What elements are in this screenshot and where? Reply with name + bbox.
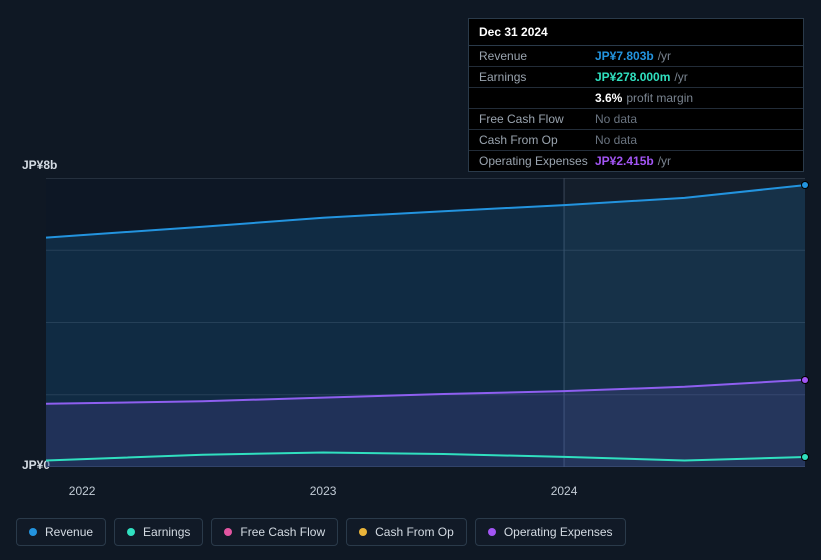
tooltip-row: Cash From OpNo data: [469, 129, 803, 150]
legend-item-earnings[interactable]: Earnings: [114, 518, 203, 546]
legend-item-label: Earnings: [143, 525, 190, 539]
legend-dot-icon: [359, 528, 367, 536]
legend-dot-icon: [488, 528, 496, 536]
x-axis-tick-label: 2023: [310, 484, 337, 498]
tooltip-row-suffix: /yr: [658, 49, 671, 63]
tooltip-row-nodata: No data: [595, 112, 637, 126]
x-axis-tick-label: 2024: [551, 484, 578, 498]
tooltip-card: Dec 31 2024 RevenueJP¥7.803b/yrEarningsJ…: [468, 18, 804, 172]
tooltip-row: RevenueJP¥7.803b/yr: [469, 46, 803, 66]
tooltip-row: Free Cash FlowNo data: [469, 108, 803, 129]
tooltip-date: Dec 31 2024: [469, 19, 803, 46]
legend-item-free_cash_flow[interactable]: Free Cash Flow: [211, 518, 338, 546]
tooltip-row: Operating ExpensesJP¥2.415b/yr: [469, 150, 803, 171]
end-marker-earnings: [802, 454, 808, 460]
tooltip-row-label: Earnings: [479, 70, 595, 84]
tooltip-row: 3.6% profit margin: [469, 87, 803, 108]
y-axis-max-label: JP¥8b: [22, 158, 57, 172]
tooltip-row-suffix: profit margin: [626, 91, 693, 105]
tooltip-row-value: 3.6%: [595, 91, 622, 105]
legend-item-label: Operating Expenses: [504, 525, 613, 539]
tooltip-row-label: Operating Expenses: [479, 154, 595, 168]
legend: Revenue Earnings Free Cash Flow Cash From O…: [16, 518, 626, 546]
tooltip-row-label: Free Cash Flow: [479, 112, 595, 126]
chart-plot-area: [46, 178, 805, 467]
tooltip-row-suffix: /yr: [658, 154, 671, 168]
tooltip-row-value: JP¥278.000m: [595, 70, 670, 84]
x-axis-tick-label: 2022: [69, 484, 96, 498]
legend-item-cash_from_op[interactable]: Cash From Op: [346, 518, 467, 546]
legend-item-operating_expenses[interactable]: Operating Expenses: [475, 518, 626, 546]
tooltip-row-label: Revenue: [479, 49, 595, 63]
legend-dot-icon: [127, 528, 135, 536]
tooltip-row-value: JP¥2.415b: [595, 154, 654, 168]
legend-dot-icon: [224, 528, 232, 536]
legend-item-label: Free Cash Flow: [240, 525, 325, 539]
tooltip-row-suffix: /yr: [674, 70, 687, 84]
tooltip-row-value: JP¥7.803b: [595, 49, 654, 63]
end-marker-revenue: [802, 182, 808, 188]
tooltip-row-nodata: No data: [595, 133, 637, 147]
legend-item-label: Cash From Op: [375, 525, 454, 539]
legend-dot-icon: [29, 528, 37, 536]
tooltip-row-label: Cash From Op: [479, 133, 595, 147]
legend-item-revenue[interactable]: Revenue: [16, 518, 106, 546]
legend-item-label: Revenue: [45, 525, 93, 539]
tooltip-row: EarningsJP¥278.000m/yr: [469, 66, 803, 87]
end-marker-operating_expenses: [802, 377, 808, 383]
